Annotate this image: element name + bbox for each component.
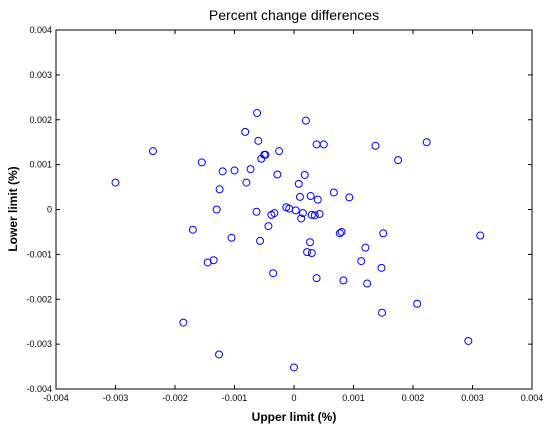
data-point bbox=[197, 158, 206, 167]
data-point bbox=[307, 210, 316, 219]
y-tick-label: -0.004 bbox=[26, 384, 52, 394]
data-point bbox=[294, 179, 303, 188]
x-tick-label: 0 bbox=[291, 393, 296, 403]
data-point bbox=[312, 274, 321, 283]
y-tick-label: 0.003 bbox=[29, 70, 52, 80]
data-point bbox=[335, 229, 344, 238]
data-point bbox=[297, 214, 306, 223]
y-axis-title: Lower limit (%) bbox=[6, 166, 20, 251]
y-axis-ticks: -0.004 -0.003 -0.002 -0.001 0 0.001 0.002 0.003… bbox=[26, 25, 532, 394]
data-point bbox=[306, 192, 315, 201]
chart-title: Percent change differences bbox=[209, 7, 379, 23]
data-point bbox=[270, 209, 279, 218]
data-point bbox=[273, 170, 282, 179]
x-axis-title: Upper limit (%) bbox=[252, 410, 337, 424]
data-point bbox=[261, 150, 270, 159]
data-point bbox=[252, 207, 261, 216]
x-tick-label: -0.004 bbox=[43, 393, 69, 403]
y-tick-label: 0 bbox=[47, 205, 52, 215]
data-point bbox=[339, 276, 348, 285]
data-point bbox=[111, 178, 120, 187]
data-point bbox=[230, 166, 239, 175]
data-point bbox=[264, 222, 273, 231]
data-point bbox=[394, 156, 403, 165]
data-point bbox=[379, 229, 388, 238]
data-point bbox=[464, 336, 473, 345]
x-tick-label: -0.002 bbox=[162, 393, 188, 403]
data-point bbox=[361, 243, 370, 252]
data-point bbox=[212, 205, 221, 214]
data-point bbox=[215, 350, 224, 359]
data-point bbox=[329, 188, 338, 197]
y-tick-label: -0.002 bbox=[26, 294, 52, 304]
x-tick-label: 0.004 bbox=[521, 393, 544, 403]
x-tick-label: 0.001 bbox=[342, 393, 365, 403]
x-tick-label: -0.001 bbox=[222, 393, 248, 403]
data-point bbox=[298, 209, 307, 218]
data-point bbox=[188, 225, 197, 234]
data-point bbox=[253, 109, 262, 118]
data-point bbox=[345, 193, 354, 202]
y-tick-label: 0.002 bbox=[29, 115, 52, 125]
data-point bbox=[209, 256, 218, 265]
data-point bbox=[357, 257, 366, 266]
data-point bbox=[413, 299, 422, 308]
data-point bbox=[306, 238, 315, 247]
data-point bbox=[303, 248, 312, 257]
data-point bbox=[246, 165, 255, 174]
data-point bbox=[307, 249, 316, 258]
data-point bbox=[256, 236, 265, 245]
data-point bbox=[290, 363, 298, 372]
data-point bbox=[301, 116, 310, 125]
data-point bbox=[241, 127, 250, 136]
x-axis-ticks: -0.004 -0.003 -0.002 -0.001 0 0.001 0.002 0.003… bbox=[43, 30, 543, 403]
data-points bbox=[111, 109, 485, 372]
data-point bbox=[319, 140, 328, 149]
x-tick-label: 0.003 bbox=[461, 393, 484, 403]
y-tick-label: 0.004 bbox=[29, 25, 52, 35]
y-tick-label: -0.003 bbox=[26, 339, 52, 349]
data-point bbox=[363, 279, 372, 288]
data-point bbox=[215, 185, 224, 194]
y-tick-label: -0.001 bbox=[26, 249, 52, 259]
data-point bbox=[295, 192, 304, 201]
data-point bbox=[337, 227, 346, 236]
plot-area bbox=[55, 29, 533, 390]
data-point bbox=[371, 141, 380, 150]
data-point bbox=[269, 269, 278, 278]
data-point bbox=[227, 233, 236, 242]
data-point bbox=[300, 170, 309, 179]
data-point bbox=[315, 209, 324, 218]
data-point bbox=[422, 138, 431, 147]
data-point bbox=[275, 147, 284, 156]
data-point bbox=[254, 136, 263, 145]
data-point bbox=[476, 231, 485, 240]
x-tick-label: -0.003 bbox=[103, 393, 129, 403]
y-tick-label: 0.001 bbox=[29, 160, 52, 170]
data-point bbox=[291, 206, 300, 215]
data-point bbox=[377, 263, 386, 272]
data-point bbox=[378, 308, 387, 317]
data-point bbox=[242, 178, 251, 187]
data-point bbox=[179, 318, 188, 327]
data-point bbox=[218, 167, 227, 176]
data-point bbox=[313, 195, 322, 204]
data-point bbox=[148, 147, 157, 156]
x-tick-label: 0.002 bbox=[402, 393, 425, 403]
data-point bbox=[310, 211, 319, 220]
